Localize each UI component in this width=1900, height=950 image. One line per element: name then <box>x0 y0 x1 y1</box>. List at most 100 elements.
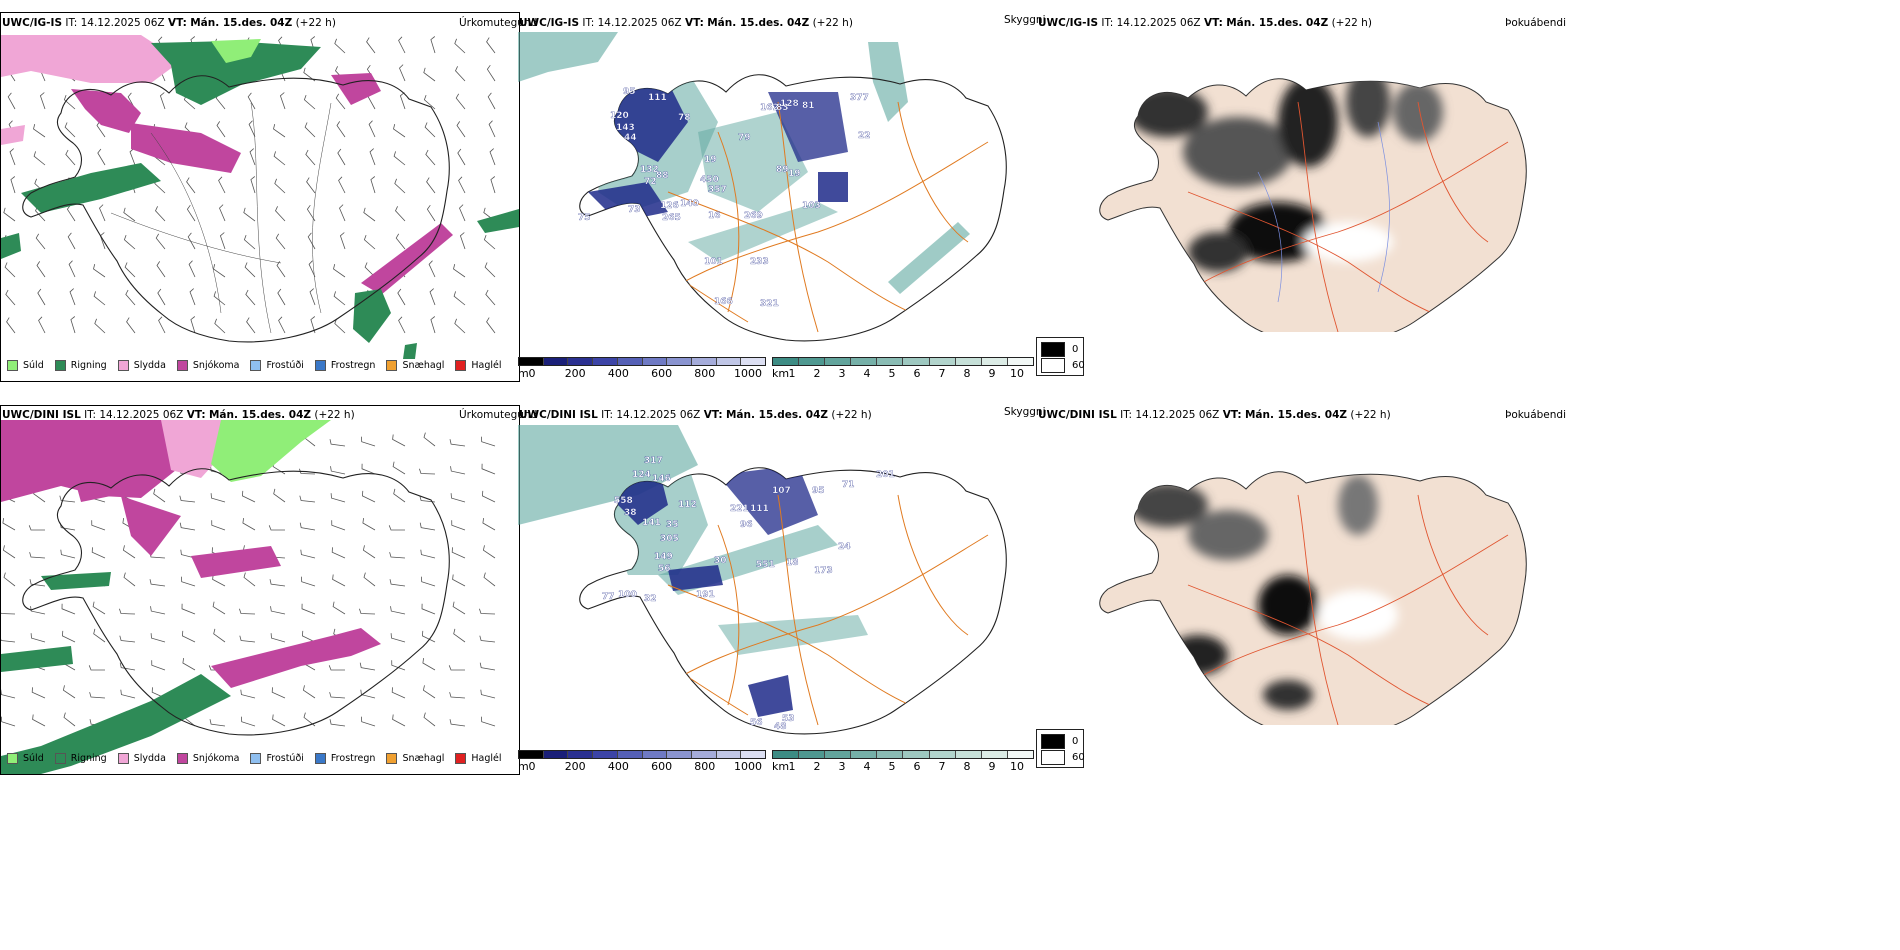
wind-barb <box>305 149 316 166</box>
colorbar-cell <box>851 358 878 365</box>
wind-barb <box>362 545 376 559</box>
ceiling-label: 305 <box>660 534 679 544</box>
wind-barb <box>455 66 466 82</box>
legend-swatch <box>54 753 66 764</box>
wind-barb <box>301 630 316 643</box>
ceiling-unit: m <box>518 760 529 773</box>
wind-barb <box>430 316 436 334</box>
wind-barb <box>309 288 316 306</box>
wind-barb <box>240 689 256 699</box>
wind-barb <box>450 466 466 475</box>
wind-barb <box>242 518 256 531</box>
wind-barb <box>364 262 376 278</box>
wind-barb <box>335 93 346 110</box>
colorbar-tick: 0 <box>528 760 536 773</box>
ceiling-label: 112 <box>678 500 697 510</box>
wind-barb <box>31 687 46 699</box>
ceiling-label: 191 <box>696 590 715 600</box>
wind-barb <box>69 288 76 306</box>
colorbar-tick: 600 <box>651 367 673 380</box>
wind-barb <box>5 289 16 306</box>
wind-barb <box>278 316 286 334</box>
colorbar-cell <box>617 751 643 758</box>
legend-item: Frostregn <box>314 753 375 764</box>
wind-barb <box>449 439 466 447</box>
colorbar-tick: 10 <box>1010 367 1024 380</box>
wind-barb <box>302 685 316 699</box>
wind-barb <box>273 151 286 166</box>
colorbar-tick: 1 <box>788 367 796 380</box>
ceiling-label: 22 <box>858 131 871 141</box>
wind-barb <box>61 630 76 643</box>
wind-barb <box>479 635 496 643</box>
ceiling-label: 146 <box>652 474 671 484</box>
panel-title-ceiling-row1: UWC/IG-IS IT: 14.12.2025 06Z VT: Mán. 15… <box>519 17 853 30</box>
wind-barb <box>63 712 76 727</box>
colorbar-tick: 800 <box>694 760 716 773</box>
wind-barb <box>304 122 316 138</box>
wind-barb <box>481 463 496 475</box>
wind-barb <box>361 490 376 503</box>
colorbar-cell <box>825 358 852 365</box>
wind-barb <box>158 316 166 334</box>
ceiling-label: 149 <box>654 552 673 562</box>
wind-barb <box>390 606 406 615</box>
ceiling-label: 173 <box>814 566 833 576</box>
wind-barb <box>275 233 286 250</box>
wind-barb <box>430 36 436 54</box>
wind-barb <box>329 439 346 447</box>
wind-barb <box>32 714 46 727</box>
colorbar-cell <box>1007 358 1033 365</box>
panel-title-ceiling-row2: UWC/DINI ISL IT: 14.12.2025 06Z VT: Mán.… <box>519 409 872 422</box>
wind-barb <box>330 466 346 475</box>
wind-barb <box>423 67 436 82</box>
colorbar-cell <box>1007 751 1033 758</box>
legend-item: Slydda <box>117 753 166 764</box>
wind-barb <box>270 633 286 643</box>
wind-barb <box>485 289 496 306</box>
ceiling-label: 96 <box>740 520 753 530</box>
lead-time: (+22 h) <box>1331 17 1372 29</box>
ceiling-label: 357 <box>708 185 727 195</box>
wind-barb <box>38 316 46 334</box>
wind-barb <box>119 608 136 615</box>
model-name: UWC/IG-IS <box>2 17 63 29</box>
legend-item: Haglél <box>455 753 502 764</box>
colorbar-cell <box>617 358 643 365</box>
wind-barb <box>180 549 196 559</box>
wind-barb <box>88 665 105 671</box>
wind-barb <box>249 148 256 166</box>
legend-item: Frostúði <box>250 753 304 764</box>
lead-time: (+22 h) <box>831 409 872 421</box>
wind-barb <box>150 606 166 615</box>
wind-barb <box>399 64 406 82</box>
wind-barb <box>421 603 436 615</box>
colorbar-tick: 9 <box>988 367 996 380</box>
wind-barb <box>213 628 226 643</box>
fog-roads <box>1157 494 1509 725</box>
colorbar-tick: 400 <box>607 367 629 380</box>
legend-swatch <box>7 753 18 764</box>
wind-barb <box>479 662 496 671</box>
ceiling-label: 126 <box>660 201 679 211</box>
wind-barb <box>395 206 406 222</box>
wind-barb <box>93 291 106 306</box>
valid-time: Mán. 15.des. 04Z <box>1226 17 1329 29</box>
wind-barb <box>179 522 196 531</box>
panel-title-precip-row2: UWC/DINI ISL IT: 14.12.2025 06Z VT: Mán.… <box>2 409 355 422</box>
colorbar-cell <box>593 358 618 365</box>
colorbar-tick: 4 <box>863 760 871 773</box>
ceiling-label: 48 <box>774 722 787 732</box>
colorbar-tick: 5 <box>888 760 896 773</box>
wind-barb <box>366 37 376 54</box>
wind-barb <box>484 262 496 278</box>
wind-barb <box>218 176 226 194</box>
wind-barb <box>159 92 166 110</box>
colorbar-cell <box>593 751 618 758</box>
issue-time: IT: 14.12.2025 06Z <box>1120 409 1220 421</box>
wind-barb <box>37 288 46 306</box>
colorbar-cell <box>519 751 544 758</box>
wind-barb <box>241 490 256 503</box>
wind-barb <box>124 262 136 278</box>
wind-barb <box>457 148 466 166</box>
